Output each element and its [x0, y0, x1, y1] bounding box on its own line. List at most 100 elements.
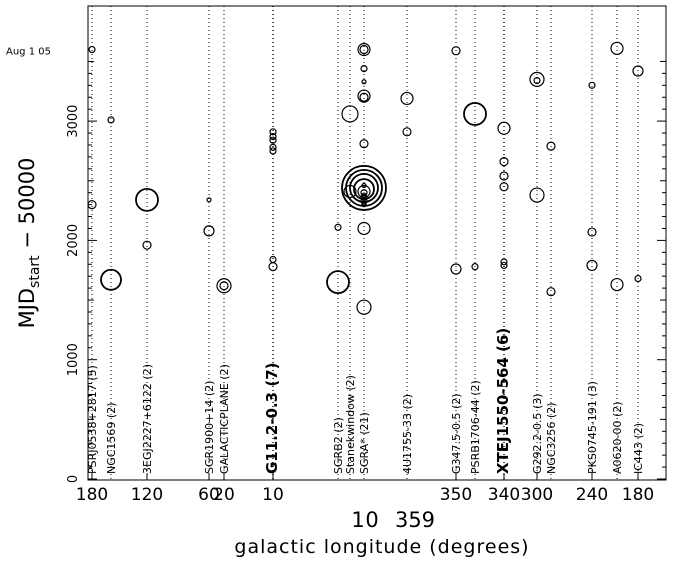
object-label: 4U1755-33 (2)	[401, 394, 414, 474]
observation-point	[357, 221, 371, 236]
observation-point	[361, 182, 367, 189]
y-axis-title-main: MJD	[15, 288, 39, 328]
object-label: SGRB2 (2)	[332, 417, 345, 474]
x-tick-label: 1	[351, 508, 364, 532]
observation-point	[529, 187, 545, 203]
plot-frame	[87, 5, 667, 481]
object-label: A0620-00 (2)	[611, 401, 624, 474]
y-axis-title-rest: − 50000	[15, 158, 39, 256]
observation-point	[546, 287, 556, 297]
observation-point	[610, 41, 624, 55]
object-label: G347.5-0.5 (2)	[450, 393, 463, 474]
observation-point	[269, 136, 277, 144]
observation-point	[341, 165, 387, 211]
observation-point	[359, 139, 369, 149]
observation-point	[326, 270, 350, 295]
observation-point	[360, 193, 368, 202]
observation-point	[269, 255, 277, 264]
y-axis-title: MJDstart − 50000	[15, 158, 43, 329]
observation-point	[450, 263, 462, 275]
object-label: SGR1900+14 (2)	[203, 381, 216, 474]
observation-point	[499, 182, 509, 192]
x-axis-title: galactic longitude (degrees)	[234, 536, 529, 558]
observation-point	[269, 147, 277, 155]
observation-point	[203, 225, 215, 237]
x-tick-label: 120	[131, 485, 163, 505]
x-tick-label: 60	[198, 485, 220, 505]
observation-point	[634, 274, 642, 283]
object-label: NGC3256 (2)	[545, 402, 558, 474]
observation-point	[451, 46, 461, 56]
observation-point	[142, 240, 152, 250]
observation-point	[206, 197, 212, 203]
observation-point	[500, 261, 508, 270]
observation-point	[357, 89, 371, 103]
observation-point	[356, 299, 372, 315]
observation-point	[219, 281, 229, 291]
y-axis-title-sub: start	[27, 255, 43, 288]
x-tick-label: 180	[622, 485, 654, 505]
observation-point	[269, 133, 277, 141]
observation-point	[269, 143, 277, 151]
y-tick-label: 1000	[66, 343, 81, 376]
object-label: PSRB1706-44 (2)	[469, 380, 482, 474]
observation-point	[586, 259, 598, 272]
observation-point	[400, 91, 414, 106]
x-tick-label: 350	[440, 485, 472, 505]
observation-point	[360, 65, 368, 73]
object-label: GALACTICPLANE (2)	[218, 364, 231, 474]
observation-point	[107, 116, 115, 124]
observation-point	[361, 79, 367, 85]
observation-point	[529, 71, 545, 87]
object-label: NGC1569 (2)	[105, 402, 118, 474]
x-tick-label: 300	[521, 485, 553, 505]
observation-point	[500, 258, 508, 266]
object-labels: PSRJ0538+2817 (5) NGC1569 (2) 3EGJ2227+612…	[86, 328, 645, 474]
x-tick-label: 240	[576, 485, 608, 505]
y-axis: 0 1000 2000 3000 Aug 1 05	[6, 47, 666, 483]
observation-point	[587, 227, 597, 237]
observation-point	[357, 42, 371, 57]
observation-point	[360, 197, 368, 205]
observation-point	[359, 92, 369, 102]
x-tick-label: 20	[213, 485, 235, 505]
observation-point	[341, 105, 359, 123]
object-label: 3EGJ2227+6122 (2)	[141, 364, 154, 474]
object-label: Stanekwindow (2)	[344, 375, 357, 474]
object-label: G11.2-0.3 (7)	[263, 363, 281, 475]
y-tick-label: Aug 1 05	[6, 47, 51, 58]
y-tick-label: 0	[66, 475, 81, 483]
observation-point	[499, 157, 509, 167]
x-tick-label: 180	[76, 485, 108, 505]
observation-point	[359, 44, 369, 55]
observation-point	[88, 45, 96, 54]
observation-point	[135, 187, 159, 212]
object-label: SGRA* (21)	[358, 412, 371, 474]
observation-point	[360, 189, 368, 197]
observation-point	[497, 121, 511, 135]
observation-point	[499, 171, 509, 181]
object-label: IC443 (2)	[632, 423, 645, 474]
observation-point	[268, 262, 278, 272]
object-label: PKS0745-191 (3)	[586, 381, 599, 474]
observation-point	[463, 102, 487, 126]
observation-point	[334, 223, 342, 231]
observation-point	[353, 178, 375, 201]
y-tick-label: 3000	[66, 105, 81, 138]
observation-point	[361, 202, 367, 208]
observation-point	[546, 141, 556, 151]
data-points	[87, 41, 644, 315]
x-tick-label: 0	[365, 508, 378, 532]
observation-point	[361, 192, 367, 198]
x-tick-label: 340	[488, 485, 520, 505]
observation-point	[216, 278, 232, 294]
observation-point	[100, 268, 122, 291]
observation-point	[471, 263, 479, 271]
observation-point	[269, 128, 277, 136]
observation-point	[610, 277, 624, 292]
x-tick-label: 10	[262, 485, 284, 505]
observation-point	[632, 65, 644, 77]
x-tick-label: 359	[395, 508, 435, 532]
